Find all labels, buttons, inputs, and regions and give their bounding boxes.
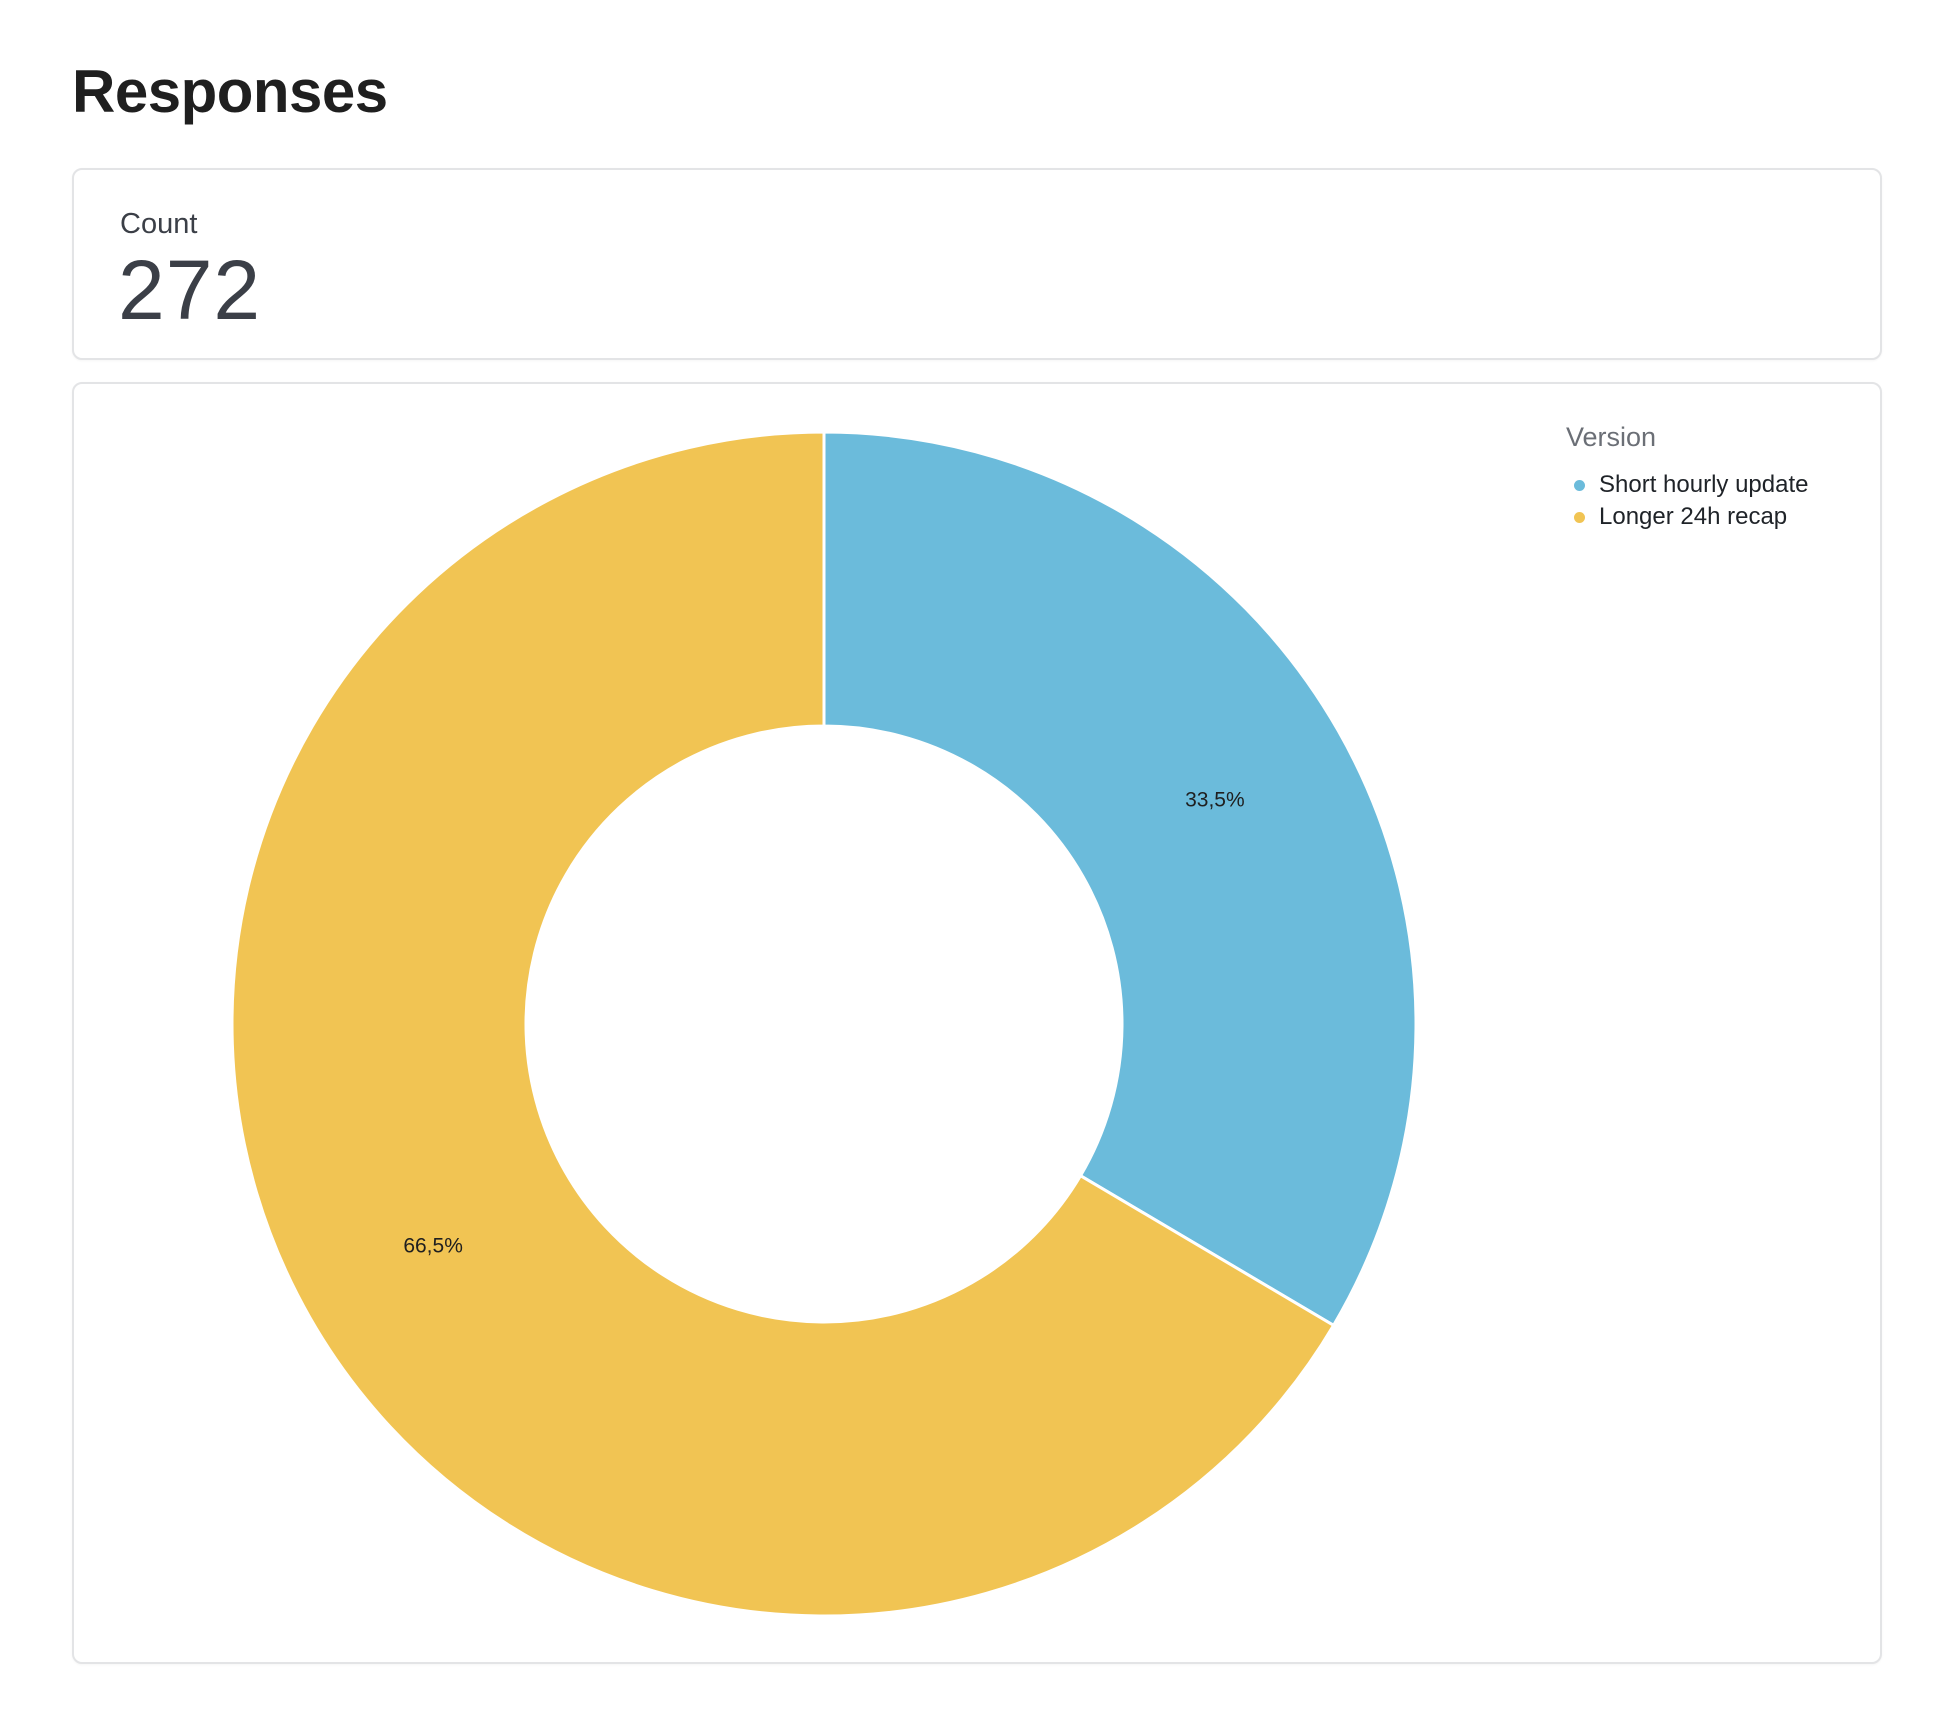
- legend-dot-icon: [1574, 511, 1585, 523]
- legend: Version Short hourly update Longer 24h r…: [1566, 424, 1866, 533]
- donut-slices: [230, 430, 1418, 1618]
- page-title: Responses: [72, 58, 388, 125]
- count-card: Count 272: [72, 168, 1882, 360]
- slice-label-0: 33,5%: [1185, 789, 1245, 812]
- legend-item-short-hourly-update[interactable]: Short hourly update: [1566, 469, 1866, 501]
- count-value: 272: [118, 243, 262, 337]
- legend-title: Version: [1566, 422, 1657, 452]
- donut-slice-1[interactable]: [230, 430, 1336, 1618]
- slice-label-1: 66,5%: [403, 1235, 463, 1258]
- legend-item-label: Short hourly update: [1599, 471, 1809, 498]
- count-label: Count: [120, 208, 198, 240]
- chart-card: 33,5% 66,5% Version Short hourly update L…: [72, 382, 1882, 1664]
- donut-slice-0[interactable]: [822, 430, 1418, 1328]
- donut-chart: 33,5% 66,5%: [230, 430, 1418, 1618]
- legend-dot-icon: [1574, 479, 1585, 491]
- legend-item-label: Longer 24h recap: [1599, 503, 1788, 530]
- legend-item-longer-24h-recap[interactable]: Longer 24h recap: [1566, 501, 1866, 533]
- slice-labels: 33,5% 66,5%: [403, 789, 1244, 1258]
